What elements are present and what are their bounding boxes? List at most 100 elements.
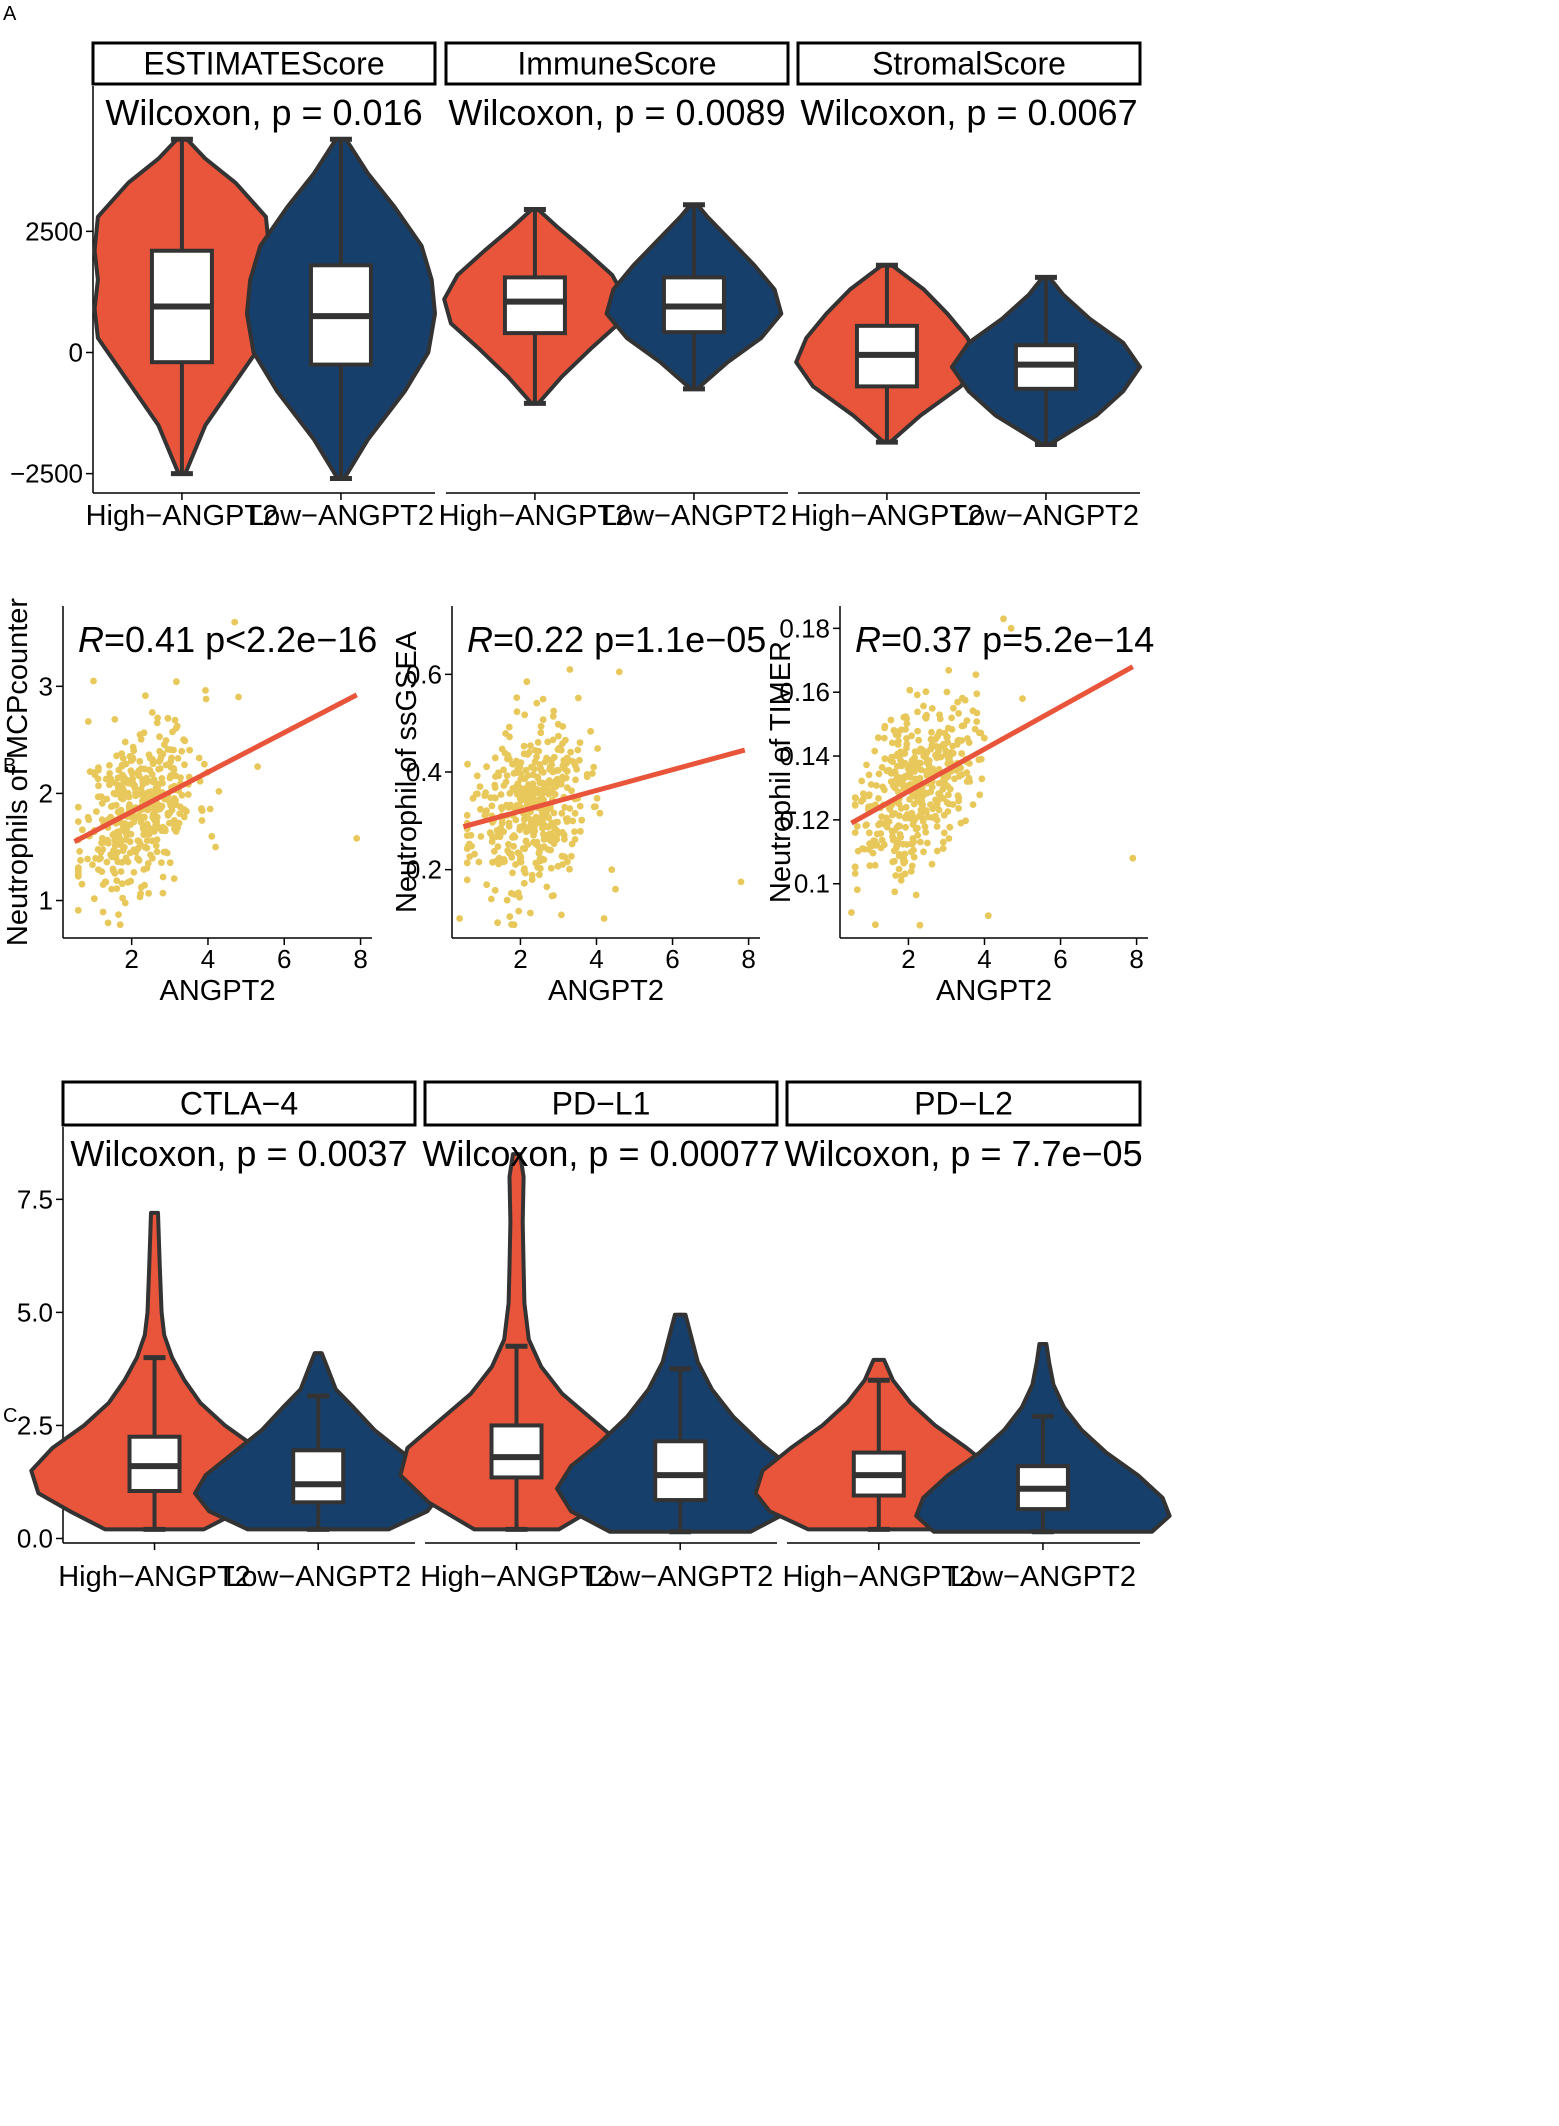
- panel-b-plot-neutrophils-of-mcpcounter-point: [110, 790, 118, 797]
- panel-c-facet-pd-l1-title: PD−L1: [552, 1086, 651, 1122]
- panel-b-plot-neutrophil-of-timer-point: [873, 782, 880, 789]
- panel-b-plot-neutrophil-of-timer-point: [958, 750, 966, 757]
- panel-b-plot-neutrophil-of-ssgsea-point: [527, 909, 534, 917]
- panel-b-plot-neutrophils-of-mcpcounter-point: [172, 828, 180, 835]
- panel-b-plot-neutrophils-of-mcpcounter-point: [106, 781, 113, 789]
- panel-b-plot-neutrophils-of-mcpcounter-point: [113, 885, 121, 892]
- panel-b-plot-neutrophil-of-ssgsea-point: [506, 733, 513, 741]
- panel-b-plot-neutrophils-of-mcpcounter-point: [115, 782, 123, 789]
- panel-b-plot-neutrophil-of-timer-point: [891, 888, 899, 896]
- panel-b-plot-neutrophil-of-timer-point: [922, 688, 930, 696]
- panel-b-plot-neutrophil-of-timer-point: [888, 827, 896, 835]
- panel-c-facet-pd-l1-high-angpt2-box: [489, 1423, 544, 1480]
- panel-b-plot-neutrophil-of-ssgsea-point: [537, 865, 544, 872]
- panel-b-plot-neutrophil-of-timer-point: [937, 793, 945, 800]
- panel-b-plot-neutrophils-of-mcpcounter-point: [174, 755, 182, 762]
- panel-b-plot-neutrophil-of-timer-point: [984, 912, 992, 920]
- panel-b-plot-neutrophils-of-mcpcounter-point: [132, 848, 140, 856]
- panel-b-plot-neutrophils-of-mcpcounter-point: [154, 714, 162, 722]
- panel-b-plot-neutrophils-of-mcpcounter-point: [116, 828, 124, 835]
- panel-b-plot-neutrophil-of-ssgsea-point: [612, 885, 619, 893]
- panel-b-plot-neutrophil-of-ssgsea-point: [566, 865, 573, 873]
- panel-b-plot-neutrophil-of-ssgsea-point: [574, 746, 582, 754]
- panel-b-plot-neutrophil-of-ssgsea-point: [566, 805, 574, 812]
- panel-b-plot-neutrophil-of-ssgsea-point: [540, 836, 548, 843]
- panel-b-plot-neutrophil-of-ssgsea-point: [558, 911, 565, 919]
- panel-b-plot-neutrophil-of-ssgsea-point: [497, 791, 505, 798]
- panel-c-y-tick-label: 5.0: [17, 1297, 53, 1327]
- panel-b-plot-neutrophil-of-timer-point: [908, 767, 916, 775]
- panel-b-plot-neutrophils-of-mcpcounter-point: [95, 855, 103, 863]
- panel-b-plot-neutrophils-of-mcpcounter-point: [136, 757, 144, 765]
- panel-b-plot-neutrophil-of-timer-point: [894, 750, 902, 758]
- panel-b-plot-neutrophils-of-mcpcounter-point: [111, 869, 119, 877]
- panel-b-plot-neutrophils-of-mcpcounter-point: [112, 801, 120, 809]
- panel-a-facet-estimatescore-low-angpt2-x-label: Low−ANGPT2: [248, 500, 434, 532]
- panel-b-plot-neutrophil-of-timer-point: [908, 815, 916, 823]
- panel-b-plot-neutrophil-of-ssgsea-point: [589, 770, 596, 777]
- panel-b-plot-neutrophil-of-timer-point: [892, 770, 899, 777]
- panel-b-plot-neutrophil-of-ssgsea-point: [550, 753, 558, 761]
- panel-b-plot-neutrophils-of-mcpcounter-regression-line: [73, 692, 358, 844]
- panel-b-plot-neutrophil-of-timer-point: [875, 770, 883, 778]
- panel-a-y-tick-label: −2500: [10, 459, 83, 489]
- panel-b-plot-neutrophil-of-ssgsea-point: [578, 816, 586, 824]
- panel-b-plot-neutrophil-of-ssgsea-point: [516, 826, 524, 834]
- panel-b-plot-neutrophil-of-timer-point: [945, 835, 953, 842]
- panel-b-plot-neutrophils-of-mcpcounter-point: [119, 755, 127, 762]
- panel-b-plot-neutrophils-of-mcpcounter-point: [93, 808, 100, 815]
- panel-c-facet-pd-l2-high-angpt2-x-label: High−ANGPT2: [782, 1561, 975, 1593]
- panel-b-plot-neutrophils-of-mcpcounter-point: [76, 848, 83, 855]
- panel-b-plot-neutrophil-of-ssgsea-point: [561, 765, 569, 773]
- panel-b-plot-neutrophil-of-ssgsea-point: [489, 858, 496, 866]
- panel-b-plot-neutrophils-of-mcpcounter-point: [115, 766, 123, 774]
- panel-b-plot-neutrophil-of-timer-point: [893, 775, 900, 783]
- panel-b-plot-neutrophil-of-timer-point: [935, 806, 943, 814]
- panel-b-plot-neutrophil-of-ssgsea-point: [531, 827, 539, 835]
- panel-b-plot-neutrophil-of-timer-point: [902, 726, 909, 733]
- panel-b-plot-neutrophils-of-mcpcounter-point: [118, 841, 125, 849]
- panel-a-facet-stromalscore-strip: [796, 41, 1142, 86]
- panel-b-plot-neutrophil-of-ssgsea-point: [476, 783, 484, 790]
- panel-b-plot-neutrophils-of-mcpcounter-point: [155, 765, 163, 773]
- panel-b-plot-neutrophil-of-timer-x-title: ANGPT2: [936, 975, 1052, 1007]
- panel-b-plot-neutrophils-of-mcpcounter-point: [90, 895, 98, 903]
- panel-b-plot-neutrophil-of-timer-point: [851, 802, 859, 809]
- panel-b-plot-neutrophil-of-timer-point: [918, 814, 926, 821]
- panel-b-plot-neutrophil-of-ssgsea-point: [519, 845, 527, 852]
- panel-b-plot-neutrophil-of-ssgsea-point: [593, 794, 601, 802]
- panel-b-plot-neutrophils-of-mcpcounter-x-tick-label: 6: [277, 944, 291, 974]
- panel-b-plot-neutrophil-of-ssgsea-point: [483, 807, 490, 815]
- panel-b-plot-neutrophil-of-timer-point: [972, 671, 980, 678]
- panel-b-plot-neutrophil-of-ssgsea-point: [540, 830, 547, 838]
- panel-b-plot-neutrophil-of-ssgsea-point: [572, 776, 579, 784]
- panel-b-plot-neutrophil-of-timer-point: [908, 732, 915, 740]
- panel-b-plot-neutrophil-of-ssgsea-point: [506, 790, 514, 797]
- panel-b-plot-neutrophils-of-mcpcounter-point: [140, 729, 148, 737]
- panel-b-plot-neutrophil-of-ssgsea-point: [507, 801, 514, 809]
- panel-b-plot-neutrophil-of-ssgsea-point: [537, 820, 545, 827]
- panel-b-plot-neutrophils-of-mcpcounter-point: [173, 678, 180, 686]
- panel-b-plot-neutrophils-of-mcpcounter-point: [183, 807, 190, 815]
- panel-b-plot-neutrophil-of-timer-point: [928, 783, 936, 791]
- panel-c-y-tick-label: 7.5: [17, 1184, 53, 1214]
- panel-b-plot-neutrophil-of-ssgsea-point: [498, 819, 506, 827]
- panel-b-plot-neutrophil-of-timer-point: [955, 773, 963, 780]
- panel-b-plot-neutrophil-of-ssgsea-point: [456, 915, 463, 922]
- panel-a-facet-immunescore-strip: [444, 41, 790, 86]
- panel-b-plot-neutrophil-of-ssgsea-point: [562, 756, 570, 764]
- panel-b-plot-neutrophils-of-mcpcounter-point: [130, 747, 138, 755]
- panel-b-plot-neutrophil-of-timer-point: [939, 785, 947, 793]
- panel-b-plot-neutrophil-of-timer-point: [953, 741, 961, 748]
- panel-b-plot-neutrophils-of-mcpcounter-point: [162, 737, 170, 744]
- panel-b-plot-neutrophil-of-timer-point: [894, 741, 902, 748]
- panel-b-plot-neutrophil-of-ssgsea-point: [491, 781, 499, 789]
- panel-b-plot-neutrophil-of-timer-point: [936, 715, 944, 723]
- panel-b-plot-neutrophils-of-mcpcounter-point: [198, 805, 205, 812]
- panel-b-plot-neutrophils-of-mcpcounter-point: [142, 692, 149, 700]
- panel-b-plot-neutrophils-of-mcpcounter-point: [206, 805, 214, 813]
- panel-b-plot-neutrophil-of-ssgsea-point: [539, 695, 547, 703]
- panel-label-b: B: [3, 755, 16, 777]
- panel-b-plot-neutrophil-of-ssgsea-point: [492, 773, 499, 780]
